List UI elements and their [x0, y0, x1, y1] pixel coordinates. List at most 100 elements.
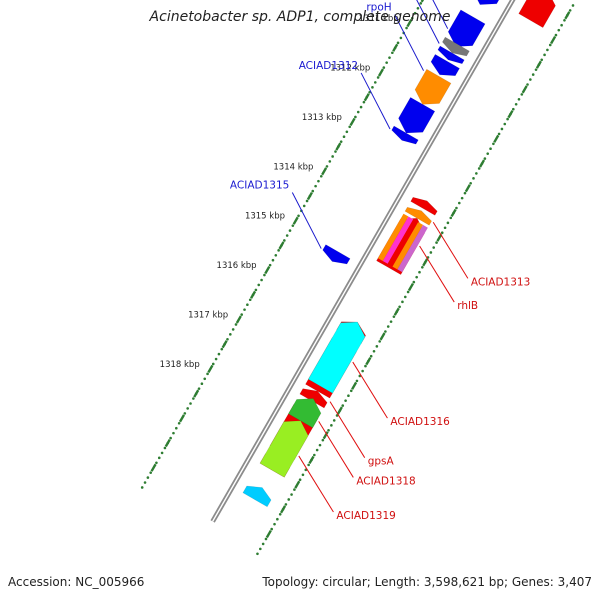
- gene-label: ACIAD1313: [471, 276, 530, 288]
- tick-row-lower-minor-tick: [497, 132, 501, 136]
- gene-arrow-forward: [391, 125, 419, 145]
- tick-row-lower-minor-tick: [389, 320, 393, 323]
- tick-row-lower-minor-tick: [475, 172, 478, 175]
- tick-row-upper-minor-tick: [285, 234, 289, 237]
- tick-row-lower-major-tick: [308, 455, 315, 465]
- tick-row-upper-minor-tick: [354, 115, 357, 119]
- tick-row-lower-minor-tick: [432, 246, 436, 249]
- gene-arrow-forward: [437, 45, 465, 65]
- tick-row-lower-minor-tick: [344, 399, 347, 402]
- gene-arrow-reverse: [287, 398, 322, 429]
- tick-row-lower-minor-tick: [259, 547, 262, 551]
- tick-row-lower-major-tick: [280, 505, 287, 514]
- tick-row-lower-minor-tick: [284, 503, 288, 506]
- tick-label: 1311 kbp: [359, 14, 399, 24]
- tick-row-upper-minor-tick: [243, 308, 246, 311]
- tick-row-lower-minor-tick: [341, 404, 345, 407]
- tick-row-upper-minor-tick: [183, 412, 187, 415]
- tick-row-lower-major-tick: [393, 307, 400, 316]
- tick-row-lower-minor-tick: [500, 127, 504, 131]
- tick-row-lower-minor-tick: [401, 300, 404, 304]
- tick-row-upper-minor-tick: [283, 239, 286, 242]
- tick-row-lower-minor-tick: [486, 152, 490, 155]
- tick-row-upper-minor-tick: [391, 51, 394, 55]
- tick-row-lower-minor-tick: [557, 28, 561, 32]
- tick-row-upper-minor-tick: [288, 229, 292, 232]
- tick-row-lower-minor-tick: [560, 23, 563, 27]
- tick-row-upper-minor-tick: [348, 125, 352, 129]
- tick-row-upper-minor-tick: [143, 481, 147, 484]
- tick-row-upper-minor-tick: [416, 6, 420, 10]
- gene-arrow-reverse: [259, 420, 309, 478]
- tick-row-upper-major-tick: [164, 438, 171, 448]
- gene-arrow-reverse: [307, 321, 366, 394]
- gene-label: gpsA: [368, 456, 395, 468]
- tick-row-lower-minor-tick: [398, 305, 401, 309]
- tick-row-upper-minor-tick: [186, 407, 189, 410]
- gene-label: ACIAD1319: [336, 510, 395, 522]
- tick-row-lower-minor-tick: [298, 478, 302, 482]
- feature-layer: [242, 0, 556, 508]
- tick-row-upper-minor-tick: [140, 486, 144, 489]
- tick-row-upper-minor-tick: [240, 313, 243, 316]
- tick-row-upper-minor-tick: [268, 263, 272, 267]
- tick-row-upper-minor-tick: [157, 456, 161, 460]
- tick-row-lower-minor-tick: [330, 424, 333, 427]
- tick-row-lower-minor-tick: [443, 226, 447, 230]
- tick-row-upper-minor-tick: [331, 155, 334, 158]
- tick-row-upper-minor-tick: [314, 184, 317, 188]
- tick-row-upper-minor-tick: [345, 130, 349, 134]
- tick-row-lower-minor-tick: [403, 295, 407, 299]
- tick-row-upper-minor-tick: [229, 333, 232, 336]
- tick-row-lower-minor-tick: [273, 522, 276, 526]
- tick-row-upper-minor-tick: [214, 357, 218, 361]
- tick-row-upper-minor-tick: [399, 36, 403, 40]
- tick-row-lower-minor-tick: [327, 429, 330, 432]
- gene-arrow-forward: [442, 36, 470, 57]
- tick-row-upper-minor-tick: [175, 426, 178, 430]
- tick-row-lower-minor-tick: [529, 78, 532, 81]
- tick-row-lower-minor-tick: [421, 265, 424, 269]
- tick-row-upper-major-tick: [321, 167, 328, 176]
- tick-label: 1316 kbp: [217, 261, 257, 271]
- tick-row-lower-major-tick: [336, 406, 343, 415]
- callout-line: [291, 192, 322, 249]
- tick-row-upper-minor-tick: [385, 61, 388, 64]
- tick-row-upper-minor-tick: [334, 150, 337, 153]
- tick-row-upper-minor-tick: [328, 160, 332, 163]
- tick-row-lower-major-tick: [464, 184, 471, 193]
- tick-row-upper-minor-tick: [311, 189, 315, 193]
- tick-row-lower-minor-tick: [321, 438, 325, 442]
- tick-row-lower-minor-tick: [526, 83, 529, 86]
- tick-row-upper-major-tick: [150, 463, 157, 472]
- tick-row-lower-minor-tick: [361, 369, 364, 373]
- callout-line: [432, 0, 449, 29]
- tick-row-upper-minor-tick: [160, 451, 164, 455]
- tick-row-upper-major-tick: [349, 117, 356, 126]
- tick-row-upper-minor-tick: [254, 288, 258, 292]
- tick-label: 1317 kbp: [188, 311, 228, 321]
- tick-row-lower-minor-tick: [349, 389, 353, 393]
- tick-row-lower-minor-tick: [364, 364, 367, 368]
- tick-row-upper-minor-tick: [192, 397, 195, 400]
- gene-label: ACIAD1315: [230, 179, 289, 191]
- tick-row-upper-minor-tick: [189, 402, 192, 405]
- tick-row-lower-minor-tick: [506, 117, 509, 121]
- rhlB-band: [387, 219, 419, 267]
- tick-row-lower-minor-tick: [313, 453, 316, 457]
- tick-row-lower-major-tick: [493, 134, 500, 143]
- tick-row-lower-minor-tick: [440, 231, 444, 234]
- tick-row-lower-minor-tick: [514, 102, 518, 106]
- tick-row-lower-minor-tick: [446, 221, 450, 225]
- gene-label: ACIAD1316: [390, 416, 450, 428]
- tick-row-lower-minor-tick: [378, 340, 381, 343]
- tick-row-upper-major-tick: [264, 266, 271, 275]
- callout-line: [298, 455, 334, 513]
- tick-row-upper-major-tick: [335, 142, 342, 151]
- tick-row-upper-minor-tick: [342, 135, 346, 139]
- tick-row-upper-minor-tick: [396, 41, 400, 45]
- tick-row-lower-minor-tick: [270, 527, 273, 531]
- tick-row-lower-minor-tick: [278, 512, 282, 516]
- tick-row-upper-minor-tick: [339, 140, 343, 143]
